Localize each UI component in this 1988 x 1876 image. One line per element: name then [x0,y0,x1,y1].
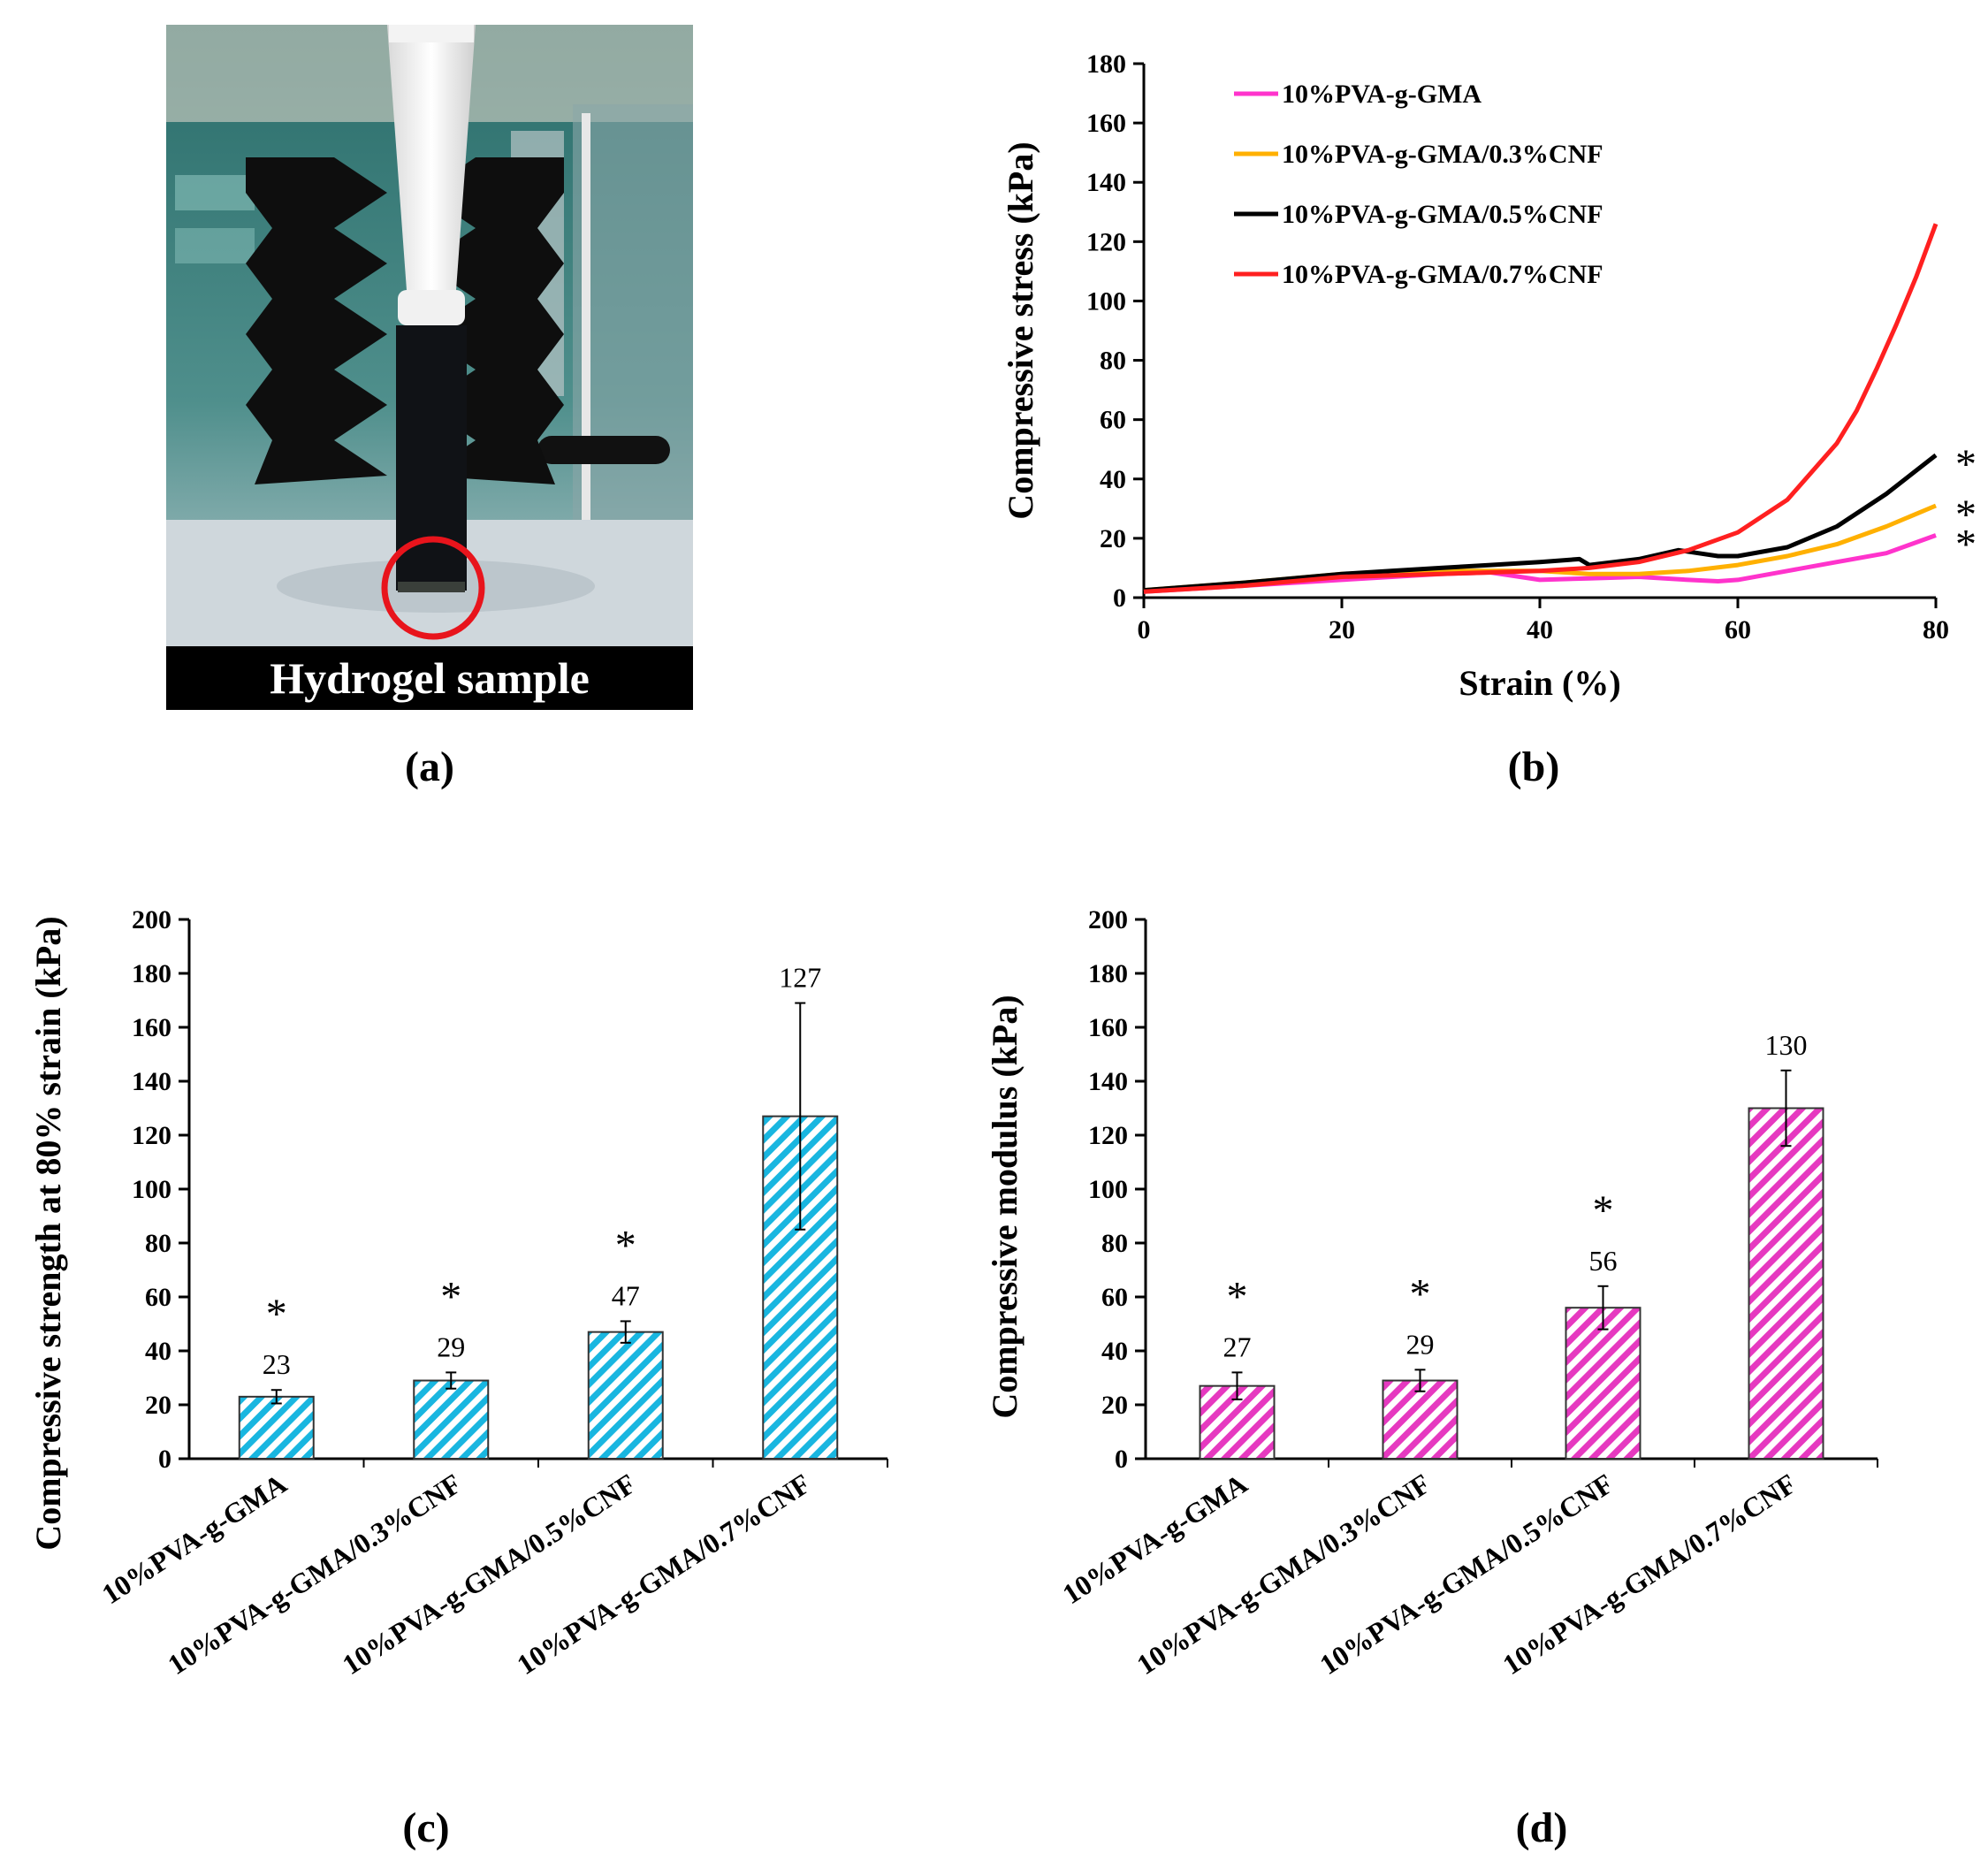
y-tick-label: 180 [132,959,171,988]
compressive-modulus-bar-chart: 0 20 40 60 80 100 120 140 160 180 200 Compressive m… [985,905,1878,1681]
y-tick-label: 60 [1101,1283,1128,1312]
sample-circle-marker [381,536,485,640]
stress-strain-line-chart: 0 20 40 60 80 100 120 140 160 180 0 20 40 60 80 Strain … [1001,50,1977,703]
y-tick-label: 60 [145,1283,171,1312]
category-label-2: 10%PVA-g-GMA/0.3%CNF [1131,1468,1436,1681]
y-tick-label: 80 [1100,347,1126,376]
significance-mark-1: * [1227,1273,1248,1320]
category-label-3: 10%PVA-g-GMA/0.5%CNF [337,1468,642,1681]
y-tick-label: 180 [1086,50,1126,79]
chart-b-significance: *** [1955,441,1977,568]
legend-label-3: 10%PVA-g-GMA/0.5%CNF [1282,200,1603,229]
chart-b-series [1143,223,1938,594]
panel-label-c: (c) [402,1804,450,1851]
legend-label-1: 10%PVA-g-GMA [1282,80,1481,109]
significance-mark-2: * [1410,1270,1431,1317]
significance-mark: * [1955,492,1977,538]
category-label-2: 10%PVA-g-GMA/0.3%CNF [162,1468,467,1681]
value-label-2: 29 [437,1331,465,1362]
y-tick-label: 180 [1088,959,1128,988]
photo-illustration [166,25,693,710]
compressive-strength-bar-chart: 0 20 40 60 80 100 120 140 160 180 200 Compressive s… [28,905,888,1681]
y-tick-label: 40 [145,1337,171,1366]
y-tick-label: 40 [1100,465,1126,494]
value-label-4: 127 [779,962,821,994]
y-tick-label: 120 [1088,1121,1128,1150]
sample-photo: Hydrogel sample [166,25,693,710]
y-tick-label: 200 [1088,905,1128,934]
y-tick-label: 160 [1086,109,1126,138]
y-tick-label: 140 [132,1067,171,1096]
category-label-4: 10%PVA-g-GMA/0.7%CNF [1497,1468,1801,1681]
legend-label-4: 10%PVA-g-GMA/0.7%CNF [1282,260,1603,289]
y-tick-label: 160 [132,1013,171,1042]
chart-b-legend: 10%PVA-g-GMA 10%PVA-g-GMA/0.3%CNF 10%PVA-g… [1234,80,1603,289]
series-line-4 [1143,223,1938,594]
x-axis-title: Strain (%) [1459,663,1620,703]
bar-2 [413,1379,490,1460]
significance-mark-3: * [1593,1187,1614,1234]
y-axis-title: Compressive modulus (kPa) [985,995,1024,1418]
bar-2 [1382,1379,1459,1460]
x-tick-label: 80 [1923,615,1949,644]
x-tick-label: 20 [1329,615,1355,644]
bar-4 [1748,1107,1824,1460]
y-tick-label: 0 [1113,583,1126,613]
y-tick-label: 100 [1086,286,1126,316]
y-tick-label: 200 [132,905,171,934]
y-tick-label: 20 [145,1391,171,1420]
y-tick-label: 20 [1101,1391,1128,1420]
y-tick-label: 80 [1101,1229,1128,1258]
y-tick-label: 80 [145,1229,171,1258]
significance-mark: * [1955,522,1977,568]
value-label-2: 29 [1406,1328,1435,1360]
bar-3 [1565,1307,1641,1460]
bar-3 [587,1331,664,1460]
y-tick-label: 40 [1101,1337,1128,1366]
panel-label-b: (b) [1507,744,1560,790]
y-tick-label: 20 [1100,524,1126,553]
y-tick-label: 100 [1088,1175,1128,1204]
y-axis-title: Compressive strength at 80% strain (kPa) [28,916,68,1550]
significance-mark-2: * [440,1273,461,1320]
value-label-1: 23 [263,1348,291,1380]
y-tick-label: 60 [1100,406,1126,435]
value-label-3: 56 [1589,1245,1618,1277]
legend-label-2: 10%PVA-g-GMA/0.3%CNF [1282,140,1603,169]
significance-mark: * [1955,441,1977,488]
y-tick-label: 120 [1086,227,1126,256]
y-tick-label: 160 [1088,1013,1128,1042]
panel-label-d: (d) [1515,1804,1568,1851]
significance-mark-3: * [615,1222,636,1269]
y-tick-label: 140 [1086,168,1126,197]
chart-b-axes: 0 20 40 60 80 100 120 140 160 180 0 20 40 60 80 Strain … [1001,50,1949,703]
significance-mark-1: * [266,1291,287,1338]
value-label-4: 130 [1765,1029,1808,1061]
category-label-3: 10%PVA-g-GMA/0.5%CNF [1314,1468,1619,1681]
category-label-4: 10%PVA-g-GMA/0.7%CNF [511,1468,816,1681]
y-tick-label: 140 [1088,1067,1128,1096]
value-label-1: 27 [1223,1331,1252,1362]
panel-label-a: (a) [405,744,454,790]
y-tick-label: 120 [132,1121,171,1150]
y-tick-label: 0 [158,1445,171,1474]
series-line-2 [1143,503,1937,593]
x-tick-label: 0 [1138,615,1151,644]
x-tick-label: 60 [1725,615,1751,644]
bar-1 [238,1395,315,1460]
category-label-1: 10%PVA-g-GMA [1056,1468,1253,1611]
photo-caption: Hydrogel sample [166,646,693,710]
x-tick-label: 40 [1527,615,1553,644]
series-line-3 [1143,453,1938,593]
y-tick-label: 100 [132,1175,171,1204]
value-label-3: 47 [612,1279,640,1311]
y-tick-label: 0 [1115,1445,1128,1474]
y-axis-title: Compressive stress (kPa) [1001,141,1040,519]
